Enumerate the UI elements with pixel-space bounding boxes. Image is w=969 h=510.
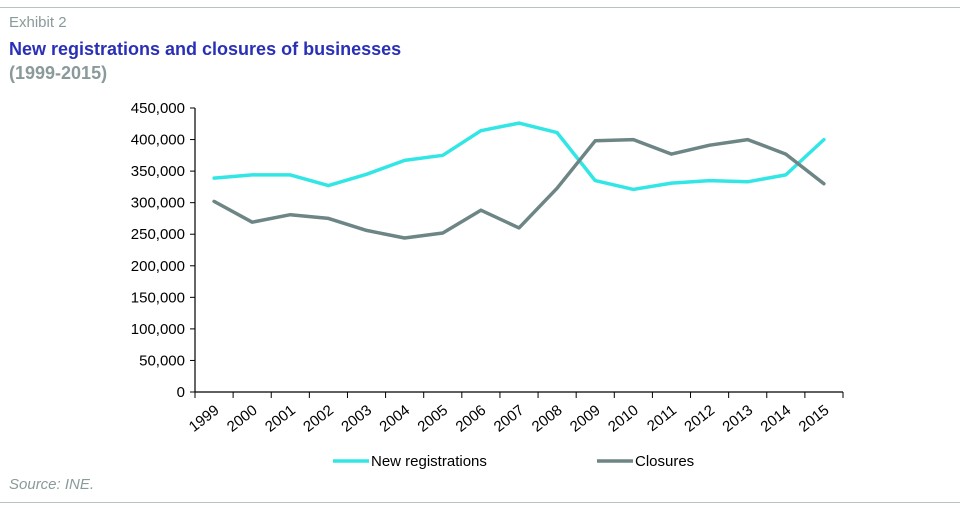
x-axis-tick-labels: 1999 2000 2001 2002 2003 2004 2005 2006 2007 2008…: [186, 402, 833, 436]
x-tick-label: 2005: [414, 402, 451, 436]
x-tick-label: 2010: [605, 402, 642, 436]
y-tick-label: 150,000: [131, 289, 185, 306]
top-rule: [0, 7, 960, 8]
x-tick-label: 2007: [491, 402, 528, 436]
x-tick-label: 2013: [719, 402, 756, 436]
x-tick-label: 2012: [681, 402, 718, 436]
y-tick-label: 350,000: [131, 163, 185, 180]
chart-subtitle: (1999-2015): [9, 63, 108, 83]
y-tick-label: 250,000: [131, 226, 185, 243]
chart-legend: New registrations Closures: [333, 453, 694, 470]
x-tick-label: 2008: [529, 402, 566, 436]
source-note: Source: INE.: [9, 476, 95, 493]
x-tick-label: 2004: [376, 402, 413, 436]
y-tick-label: 100,000: [131, 321, 185, 338]
x-tick-label: 2002: [300, 402, 337, 436]
y-axis-tick-labels: 0 50,000 100,000 150,000 200,000 250,000 300,0…: [131, 100, 185, 401]
x-tick-label: 1999: [186, 402, 223, 436]
x-tick-label: 2006: [453, 402, 490, 436]
y-tick-label: 400,000: [131, 132, 185, 149]
y-tick-label: 50,000: [139, 352, 185, 369]
x-tick-label: 2009: [567, 402, 604, 436]
chart-title: New registrations and closures of busine…: [9, 39, 402, 59]
y-tick-label: 0: [177, 384, 185, 401]
chart-series: [212, 121, 826, 240]
x-tick-label: 2015: [796, 402, 833, 436]
y-tick-label: 450,000: [131, 100, 185, 117]
y-tick-label: 200,000: [131, 258, 185, 275]
series-line-new-registrations: [212, 121, 826, 192]
exhibit-label: Exhibit 2: [9, 14, 67, 31]
x-tick-label: 2000: [224, 402, 261, 436]
x-tick-label: 2011: [644, 402, 680, 435]
chart-axes: [190, 107, 844, 398]
legend-label-new-registrations: New registrations: [371, 453, 487, 470]
x-tick-label: 2003: [338, 402, 375, 436]
x-tick-label: 2014: [758, 402, 795, 436]
series-line-closures: [212, 137, 826, 240]
y-tick-label: 300,000: [131, 195, 185, 212]
x-tick-label: 2001: [262, 402, 299, 436]
legend-label-closures: Closures: [635, 453, 694, 470]
bottom-rule: [0, 502, 960, 503]
